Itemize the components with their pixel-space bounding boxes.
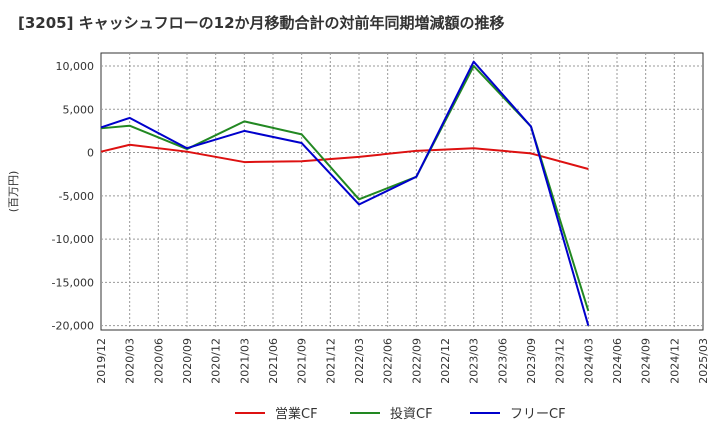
legend-label: 営業CF xyxy=(275,406,318,422)
x-tick-label: 2022/12 xyxy=(439,338,452,384)
x-tick-label: 2022/06 xyxy=(382,338,395,384)
y-axis-label: (百万円) xyxy=(7,171,20,213)
x-tick-label: 2024/06 xyxy=(611,338,624,384)
x-tick-label: 2021/12 xyxy=(324,338,337,384)
y-tick-label: -5,000 xyxy=(59,190,94,203)
y-tick-label: 0 xyxy=(87,147,94,160)
y-tick-label: 10,000 xyxy=(56,60,95,73)
series-line xyxy=(100,143,589,170)
x-tick-label: 2025/03 xyxy=(697,338,710,384)
x-tick-label: 2022/03 xyxy=(353,338,366,384)
y-tick-label: -15,000 xyxy=(52,276,94,289)
series-line xyxy=(100,64,590,312)
x-tick-label: 2023/12 xyxy=(554,338,567,384)
y-tick-label: 5,000 xyxy=(63,103,95,116)
x-tick-label: 2023/09 xyxy=(525,338,538,384)
x-tick-label: 2021/03 xyxy=(238,338,251,384)
x-tick-label: 2021/06 xyxy=(267,338,280,384)
x-tick-label: 2021/09 xyxy=(296,338,309,384)
x-tick-label: 2022/09 xyxy=(410,338,423,384)
chart-title: [3205] キャッシュフローの12か月移動合計の対前年同期増減額の推移 xyxy=(18,14,505,32)
y-tick-label: -20,000 xyxy=(52,320,94,333)
x-tick-label: 2019/12 xyxy=(95,338,108,384)
x-tick-label: 2023/06 xyxy=(496,338,509,384)
x-tick-label: 2020/03 xyxy=(124,338,137,384)
x-tick-label: 2023/03 xyxy=(468,338,481,384)
x-tick-label: 2020/12 xyxy=(210,338,223,384)
x-tick-label: 2020/09 xyxy=(181,338,194,384)
x-tick-label: 2024/12 xyxy=(668,338,681,384)
x-tick-label: 2024/09 xyxy=(640,338,653,384)
legend-label: フリーCF xyxy=(510,407,566,422)
x-tick-label: 2020/06 xyxy=(152,338,165,384)
x-tick-label: 2024/03 xyxy=(582,338,595,384)
series-line xyxy=(100,60,590,326)
legend-label: 投資CF xyxy=(390,406,433,422)
plot-area xyxy=(100,52,704,331)
y-tick-label: -10,000 xyxy=(52,233,94,246)
